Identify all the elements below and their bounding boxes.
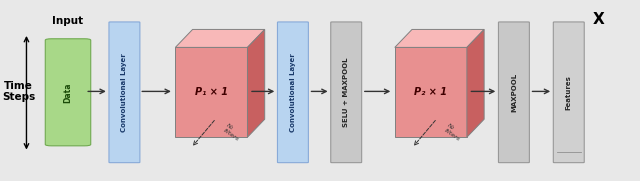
Polygon shape <box>175 47 248 137</box>
Polygon shape <box>467 30 484 137</box>
Text: N₁
filters: N₁ filters <box>222 123 243 142</box>
Text: Input: Input <box>52 16 84 26</box>
FancyBboxPatch shape <box>499 22 529 163</box>
FancyBboxPatch shape <box>331 22 362 163</box>
Text: MAXPOOL: MAXPOOL <box>511 73 517 112</box>
Text: X: X <box>593 12 604 27</box>
FancyBboxPatch shape <box>109 22 140 163</box>
FancyBboxPatch shape <box>278 22 308 163</box>
Text: Features: Features <box>566 75 572 110</box>
Text: P₁ × 1: P₁ × 1 <box>195 87 228 97</box>
Text: Convolutional Layer: Convolutional Layer <box>122 53 127 132</box>
Text: Time
Steps: Time Steps <box>2 81 35 102</box>
Text: N₂
filters: N₂ filters <box>444 123 464 142</box>
FancyBboxPatch shape <box>554 22 584 163</box>
Text: SELU + MAXPOOL: SELU + MAXPOOL <box>343 58 349 127</box>
Polygon shape <box>395 30 484 47</box>
Polygon shape <box>248 30 265 137</box>
Polygon shape <box>175 30 265 47</box>
Text: Convolutional Layer: Convolutional Layer <box>290 53 296 132</box>
Polygon shape <box>395 47 467 137</box>
Text: P₂ × 1: P₂ × 1 <box>414 87 447 97</box>
FancyBboxPatch shape <box>45 39 91 146</box>
Text: Data: Data <box>63 82 72 103</box>
